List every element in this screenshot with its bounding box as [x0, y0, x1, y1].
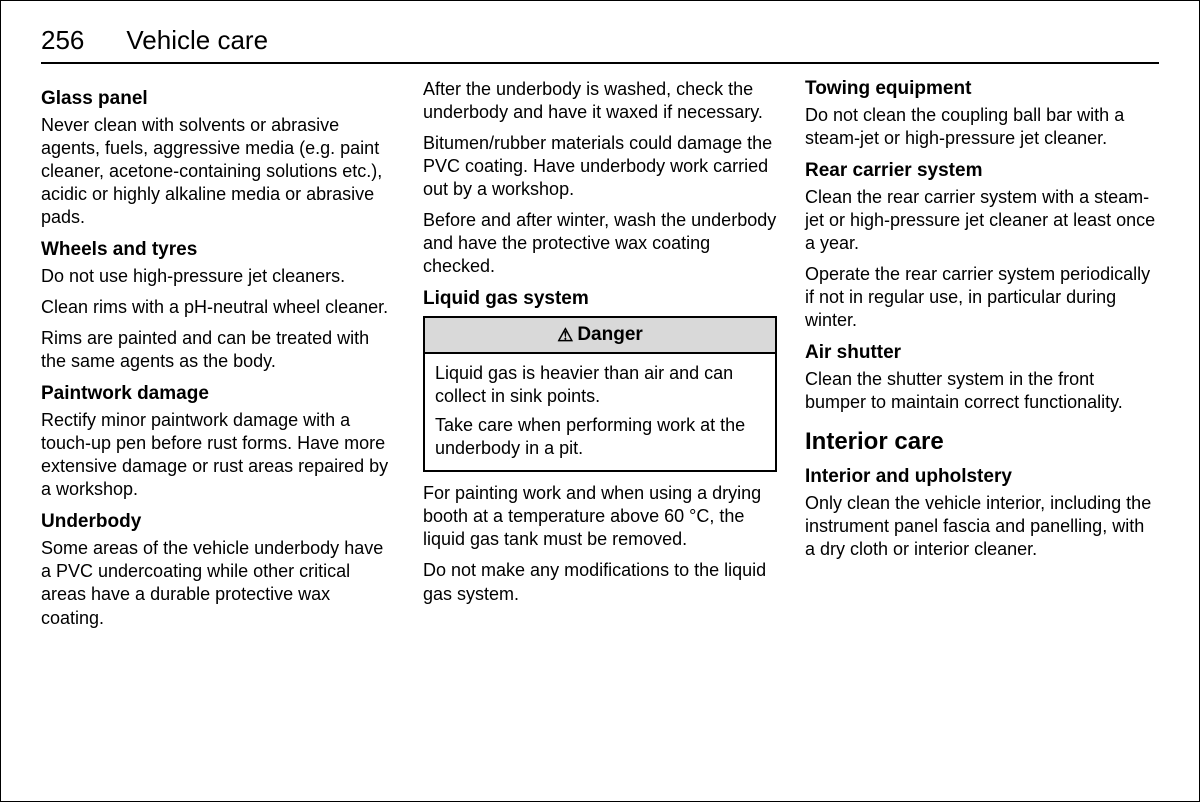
- body-text: Clean rims with a pH-neutral wheel clean…: [41, 296, 395, 319]
- danger-body: Liquid gas is heavier than air and can c…: [425, 354, 775, 470]
- body-text: Clean the shutter system in the front bu…: [805, 368, 1159, 414]
- heading-wheels-tyres: Wheels and tyres: [41, 239, 395, 261]
- heading-interior-upholstery: Interior and upholstery: [805, 466, 1159, 488]
- column-1: Glass panel Never clean with solvents or…: [41, 78, 395, 638]
- body-text: Only clean the vehicle interior, includi…: [805, 492, 1159, 561]
- page-header: 256 Vehicle care: [41, 25, 1159, 64]
- section-interior-care: Interior care: [805, 428, 1159, 456]
- heading-liquid-gas: Liquid gas system: [423, 288, 777, 310]
- heading-rear-carrier: Rear carrier system: [805, 160, 1159, 182]
- body-text: Never clean with solvents or abrasive ag…: [41, 114, 395, 229]
- body-text: For painting work and when using a dryin…: [423, 482, 777, 551]
- content-columns: Glass panel Never clean with solvents or…: [41, 78, 1159, 638]
- danger-box: ⚠ Danger Liquid gas is heavier than air …: [423, 316, 777, 472]
- body-text: Operate the rear carrier system periodic…: [805, 263, 1159, 332]
- heading-towing-equipment: Towing equipment: [805, 78, 1159, 100]
- body-text: Rims are painted and can be treated with…: [41, 327, 395, 373]
- heading-underbody: Underbody: [41, 511, 395, 533]
- body-text: Do not clean the coupling ball bar with …: [805, 104, 1159, 150]
- body-text: After the underbody is washed, check the…: [423, 78, 777, 124]
- heading-glass-panel: Glass panel: [41, 88, 395, 110]
- column-2: After the underbody is washed, check the…: [423, 78, 777, 638]
- page-number: 256: [41, 25, 84, 56]
- body-text: Rectify minor paintwork damage with a to…: [41, 409, 395, 501]
- danger-label: Danger: [577, 324, 642, 346]
- heading-paintwork-damage: Paintwork damage: [41, 383, 395, 405]
- body-text: Do not use high-pressure jet cleaners.: [41, 265, 395, 288]
- body-text: Bitumen/rubber materials could damage th…: [423, 132, 777, 201]
- body-text: Before and after winter, wash the underb…: [423, 209, 777, 278]
- page-title: Vehicle care: [126, 25, 268, 56]
- body-text: Clean the rear carrier system with a ste…: [805, 186, 1159, 255]
- column-3: Towing equipment Do not clean the coupli…: [805, 78, 1159, 638]
- heading-air-shutter: Air shutter: [805, 342, 1159, 364]
- danger-header: ⚠ Danger: [425, 318, 775, 354]
- warning-triangle-icon: ⚠: [557, 326, 573, 344]
- body-text: Liquid gas is heavier than air and can c…: [435, 362, 765, 408]
- body-text: Take care when performing work at the un…: [435, 414, 765, 460]
- body-text: Do not make any modifications to the liq…: [423, 559, 777, 605]
- body-text: Some areas of the vehicle underbody have…: [41, 537, 395, 629]
